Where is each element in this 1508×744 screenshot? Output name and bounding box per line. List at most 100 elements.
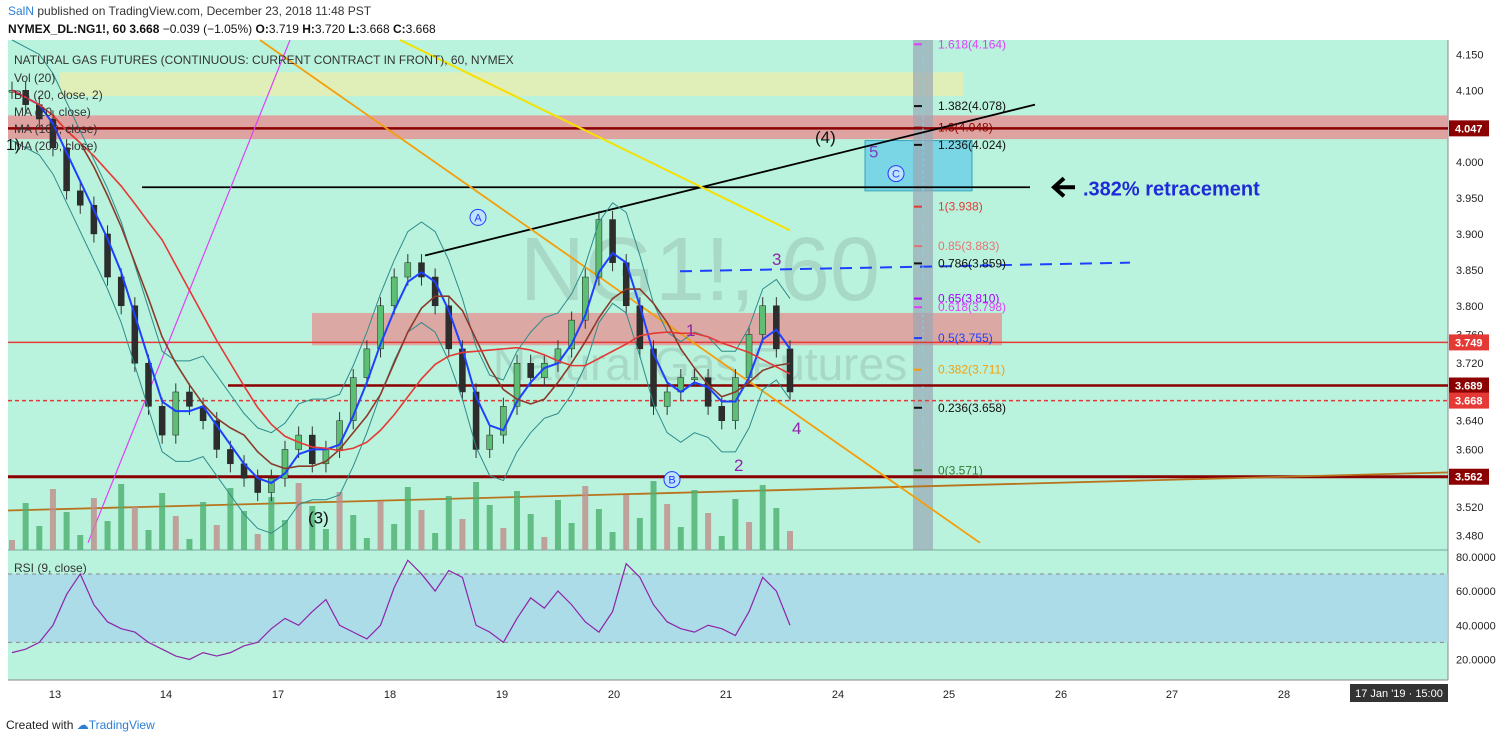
time-tick-label: 13 [49,689,61,701]
footer-brand-link[interactable]: TradingView [88,718,155,732]
price-change: −0.039 (−1.05%) [162,22,253,36]
resistance-zone-top [60,72,963,97]
price-label-box [1449,334,1489,351]
rsi-tick-label: 40.0000 [1456,620,1496,632]
volume-bar [705,513,712,550]
price-label-text: 3.562 [1455,472,1483,484]
candle-body [472,391,480,450]
time-tick-label: 24 [832,689,844,701]
volume-bar [268,497,275,550]
volume-bar [514,491,521,550]
open-value: 3.719 [268,22,299,36]
volume-bar [254,534,261,550]
volume-bar [186,539,193,550]
price-tick-label: 3.850 [1456,265,1484,277]
time-tick-label: 26 [1055,689,1067,701]
volume-bar [281,520,288,550]
open-label: O: [255,22,269,36]
volume-bar [213,525,220,550]
price-tick-label: 3.720 [1456,358,1484,370]
chart-title: NATURAL GAS FUTURES (CONTINUOUS: CURRENT… [14,53,514,67]
candle-body [582,276,589,321]
candle-body [63,147,70,192]
price-label-text: 3.668 [1455,396,1483,408]
volume-bar [609,532,616,550]
candle-body [431,276,439,307]
price-tick-label: 4.100 [1456,85,1484,97]
wave-c-circle [887,165,905,183]
candle-body [281,449,289,479]
fib-level-label: 0.65(3.810) [938,292,999,306]
volume-bar [104,521,111,550]
fib-level-label: 0.236(3.658) [938,401,1006,415]
wave-3-big-label: (3) [308,509,329,528]
volume-bar [473,482,480,550]
candle-body [527,362,534,378]
volume-bar [664,504,671,550]
price-tick-label: 4.150 [1456,49,1484,61]
wave-2-label: 2 [734,456,743,475]
indicator-legend-item: BB (20, close, 2) [14,88,103,102]
wave-a-circle [469,208,487,226]
publish-text: published on TradingView.com, December 2… [34,4,372,18]
volume-bar [759,485,766,550]
wave-b-text: B [668,475,675,487]
footer: Created with ☁TradingView [6,718,155,732]
bb-upper [11,39,791,434]
time-tick-label: 28 [1278,689,1290,701]
volume-bar [36,526,43,550]
trendline-lower [7,471,1449,512]
candle-body [49,118,57,148]
volume-bar [118,484,125,550]
candle-body [650,348,657,407]
volume-bar [241,511,248,550]
author-link[interactable]: SalN [8,4,35,18]
fib-level-label: 0(3.571) [938,463,983,477]
volume-bar [404,487,411,550]
volume-bar [336,492,343,550]
arrow-left-icon [1051,176,1075,198]
volume-bar [582,486,589,550]
indicator-legend-item: MA (20, close) [14,105,91,119]
volume-bar [554,500,561,550]
volume-bar [145,530,152,550]
symbol-line: NYMEX_DL:NG1!, 60 3.668 −0.039 (−1.05%) … [8,22,436,36]
trendline-yellow [399,39,791,232]
candle-body [76,190,84,206]
fib-level-label: 0.382(3.711) [938,363,1005,377]
price-label-text: 4.047 [1455,123,1483,135]
candle-body [486,434,493,450]
wave-a-text: A [474,212,482,224]
candle-body [117,276,125,307]
volume-bar [295,483,302,550]
fib-level-label: 1.3(4.048) [938,121,993,135]
price-label-box [1449,377,1489,394]
volume-bar [391,524,398,550]
time-cursor-box [1350,684,1448,702]
fib-level-label: 0.786(3.859) [938,256,1006,270]
volume-bar [568,523,575,550]
volume-bar [486,505,493,550]
candle-body [663,391,671,407]
candle-body [704,377,712,407]
candle-body [609,219,616,263]
candle-body [718,406,726,421]
candle-body [145,362,152,407]
volume-bar [322,529,329,550]
volume-bar [636,518,643,550]
wave-c-text: C [892,169,900,181]
rsi-band [8,573,1448,643]
volume-bar [773,508,780,550]
candle-body [131,305,139,364]
high-value: 3.720 [314,22,345,36]
wave-b-circle [663,471,681,489]
rsi-tick-label: 20.0000 [1456,654,1496,666]
close-value: 3.668 [405,22,436,36]
candle-body [186,391,193,407]
volume-bar [9,540,15,550]
volume-bar [377,501,384,550]
price-label-box [1449,468,1489,485]
fib-level-label: 0.85(3.883) [938,239,999,253]
time-tick-label: 25 [943,689,955,701]
